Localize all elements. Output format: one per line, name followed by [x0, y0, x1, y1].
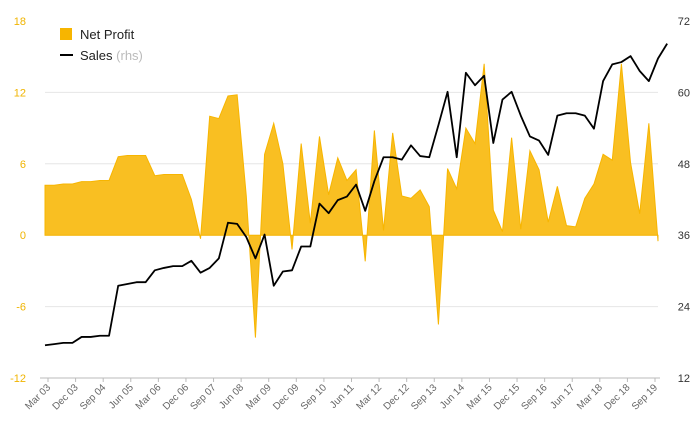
x-tick-label: Jun 11: [328, 382, 357, 411]
x-tick-label: Jun 17: [548, 382, 577, 411]
left-tick-label: 6: [20, 159, 26, 171]
left-tick-label: 18: [14, 16, 26, 28]
legend-label-sales-name: Sales: [80, 48, 113, 63]
right-tick-label: 72: [678, 16, 690, 28]
x-tick-label: Sep 13: [409, 382, 439, 412]
x-tick-label: Mar 12: [354, 382, 384, 412]
left-tick-label: -6: [16, 302, 26, 314]
legend: Net Profit Sales (rhs): [60, 27, 143, 63]
x-tick-label: Mar 03: [23, 382, 53, 412]
left-axis-ticks: -12 -6 0 6 12 18: [10, 16, 26, 385]
x-tick-label: Mar 15: [465, 382, 495, 412]
x-tick-label: Jun 08: [217, 382, 246, 411]
x-tick-label: Jun 14: [438, 382, 467, 411]
legend-label-sales-suffix: (rhs): [116, 48, 143, 63]
right-tick-label: 12: [678, 373, 690, 385]
net-profit-area: [44, 63, 659, 338]
right-tick-label: 48: [678, 159, 690, 171]
x-tick-label: Sep 10: [299, 382, 329, 412]
x-tick-label: Sep 07: [188, 382, 218, 412]
x-tick-label: Dec 06: [161, 382, 191, 412]
x-tick-label: Dec 18: [602, 382, 632, 412]
x-tick-label: Dec 12: [382, 382, 412, 412]
x-tick-label: Sep 19: [630, 382, 660, 412]
x-tick-label: Mar 09: [244, 382, 274, 412]
x-tick-label: Dec 03: [51, 382, 81, 412]
x-tick-label: Sep 16: [520, 382, 550, 412]
x-tick-label: Mar 18: [575, 382, 605, 412]
right-tick-label: 24: [678, 302, 690, 314]
x-tick-label: Dec 15: [492, 382, 522, 412]
x-tick-label: Mar 06: [134, 382, 164, 412]
x-tick-label: Jun 05: [107, 382, 136, 411]
legend-label-net-profit: Net Profit: [80, 27, 135, 42]
right-axis-ticks: 12 24 36 48 60 72: [678, 16, 690, 385]
right-tick-label: 60: [678, 87, 690, 99]
legend-label-sales: Sales (rhs): [80, 48, 143, 63]
sales-line: [44, 43, 668, 347]
x-tick-label: Dec 09: [271, 382, 301, 412]
legend-swatch-net-profit: [60, 28, 72, 40]
x-tick-label: Sep 04: [78, 382, 108, 412]
left-tick-label: 0: [20, 230, 26, 242]
left-tick-label: -12: [10, 373, 26, 385]
right-tick-label: 36: [678, 230, 690, 242]
left-tick-label: 12: [14, 87, 26, 99]
